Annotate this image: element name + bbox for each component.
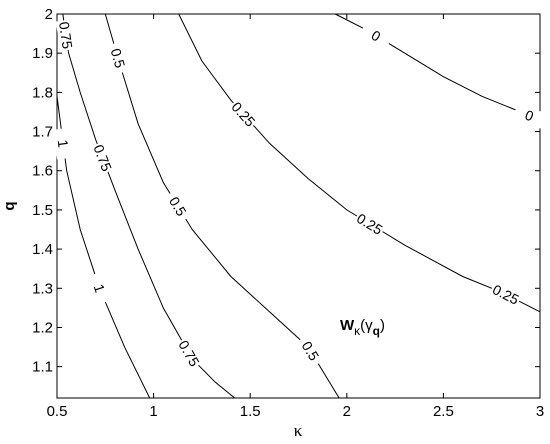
label-bg bbox=[106, 41, 130, 75]
contour-label: 1 bbox=[53, 127, 73, 160]
y-tick-label: 1.8 bbox=[32, 84, 53, 101]
label-bg bbox=[295, 333, 326, 368]
contour-level: 0.75 bbox=[56, 21, 76, 51]
contour-line bbox=[178, 13, 541, 313]
y-tick-label: 1.2 bbox=[32, 319, 53, 336]
x-tick-label: 1 bbox=[149, 403, 157, 420]
x-tick-label: 3 bbox=[536, 403, 544, 420]
plot-frame bbox=[56, 13, 541, 399]
contour-label: 0 bbox=[512, 102, 547, 129]
annotation: Wκ(γq) bbox=[340, 317, 385, 338]
label-bg bbox=[163, 189, 193, 224]
contour-line bbox=[104, 13, 340, 399]
y-tick-label: 1.3 bbox=[32, 280, 53, 297]
annotation-part: W bbox=[340, 317, 355, 334]
label-bg bbox=[89, 141, 116, 175]
y-tick-label: 1.5 bbox=[32, 202, 53, 219]
y-tick-label: 1.1 bbox=[32, 359, 53, 376]
y-tick-label: 1.9 bbox=[32, 45, 53, 62]
label-bg bbox=[227, 97, 260, 131]
label-bg bbox=[488, 280, 523, 309]
x-tick-label: 2.5 bbox=[433, 403, 454, 420]
label-bg bbox=[512, 102, 547, 129]
label-bg bbox=[174, 336, 204, 371]
label-bg bbox=[87, 271, 112, 305]
contour-line bbox=[62, 13, 236, 399]
contour-label: 0 bbox=[359, 21, 393, 51]
contour-level: 1 bbox=[55, 139, 72, 149]
label-bg bbox=[53, 127, 73, 160]
annotation-part: ) bbox=[380, 317, 385, 334]
x-tick-label: 0.5 bbox=[47, 403, 68, 420]
y-tick-label: 1.4 bbox=[32, 241, 53, 258]
y-axis-label: q bbox=[1, 201, 18, 210]
x-tick-label: 2 bbox=[343, 403, 351, 420]
label-bg bbox=[55, 19, 77, 52]
x-axis-label: κ bbox=[294, 421, 303, 440]
y-tick-label: 1.6 bbox=[32, 163, 53, 180]
label-bg bbox=[359, 21, 393, 51]
y-tick-label: 1.7 bbox=[32, 124, 53, 141]
annotation-part: q bbox=[373, 324, 380, 338]
annotation-part: κ bbox=[354, 324, 361, 338]
annotation-part: (γ bbox=[360, 317, 373, 334]
label-bg bbox=[352, 209, 387, 239]
y-tick-label: 2 bbox=[45, 6, 53, 23]
contour-label: 1 bbox=[87, 271, 112, 305]
contour-level: 0.5 bbox=[108, 47, 129, 70]
contour-label: 0.75 bbox=[55, 19, 77, 52]
contour-label: 0.5 bbox=[106, 41, 130, 75]
x-tick-label: 1.5 bbox=[240, 403, 261, 420]
